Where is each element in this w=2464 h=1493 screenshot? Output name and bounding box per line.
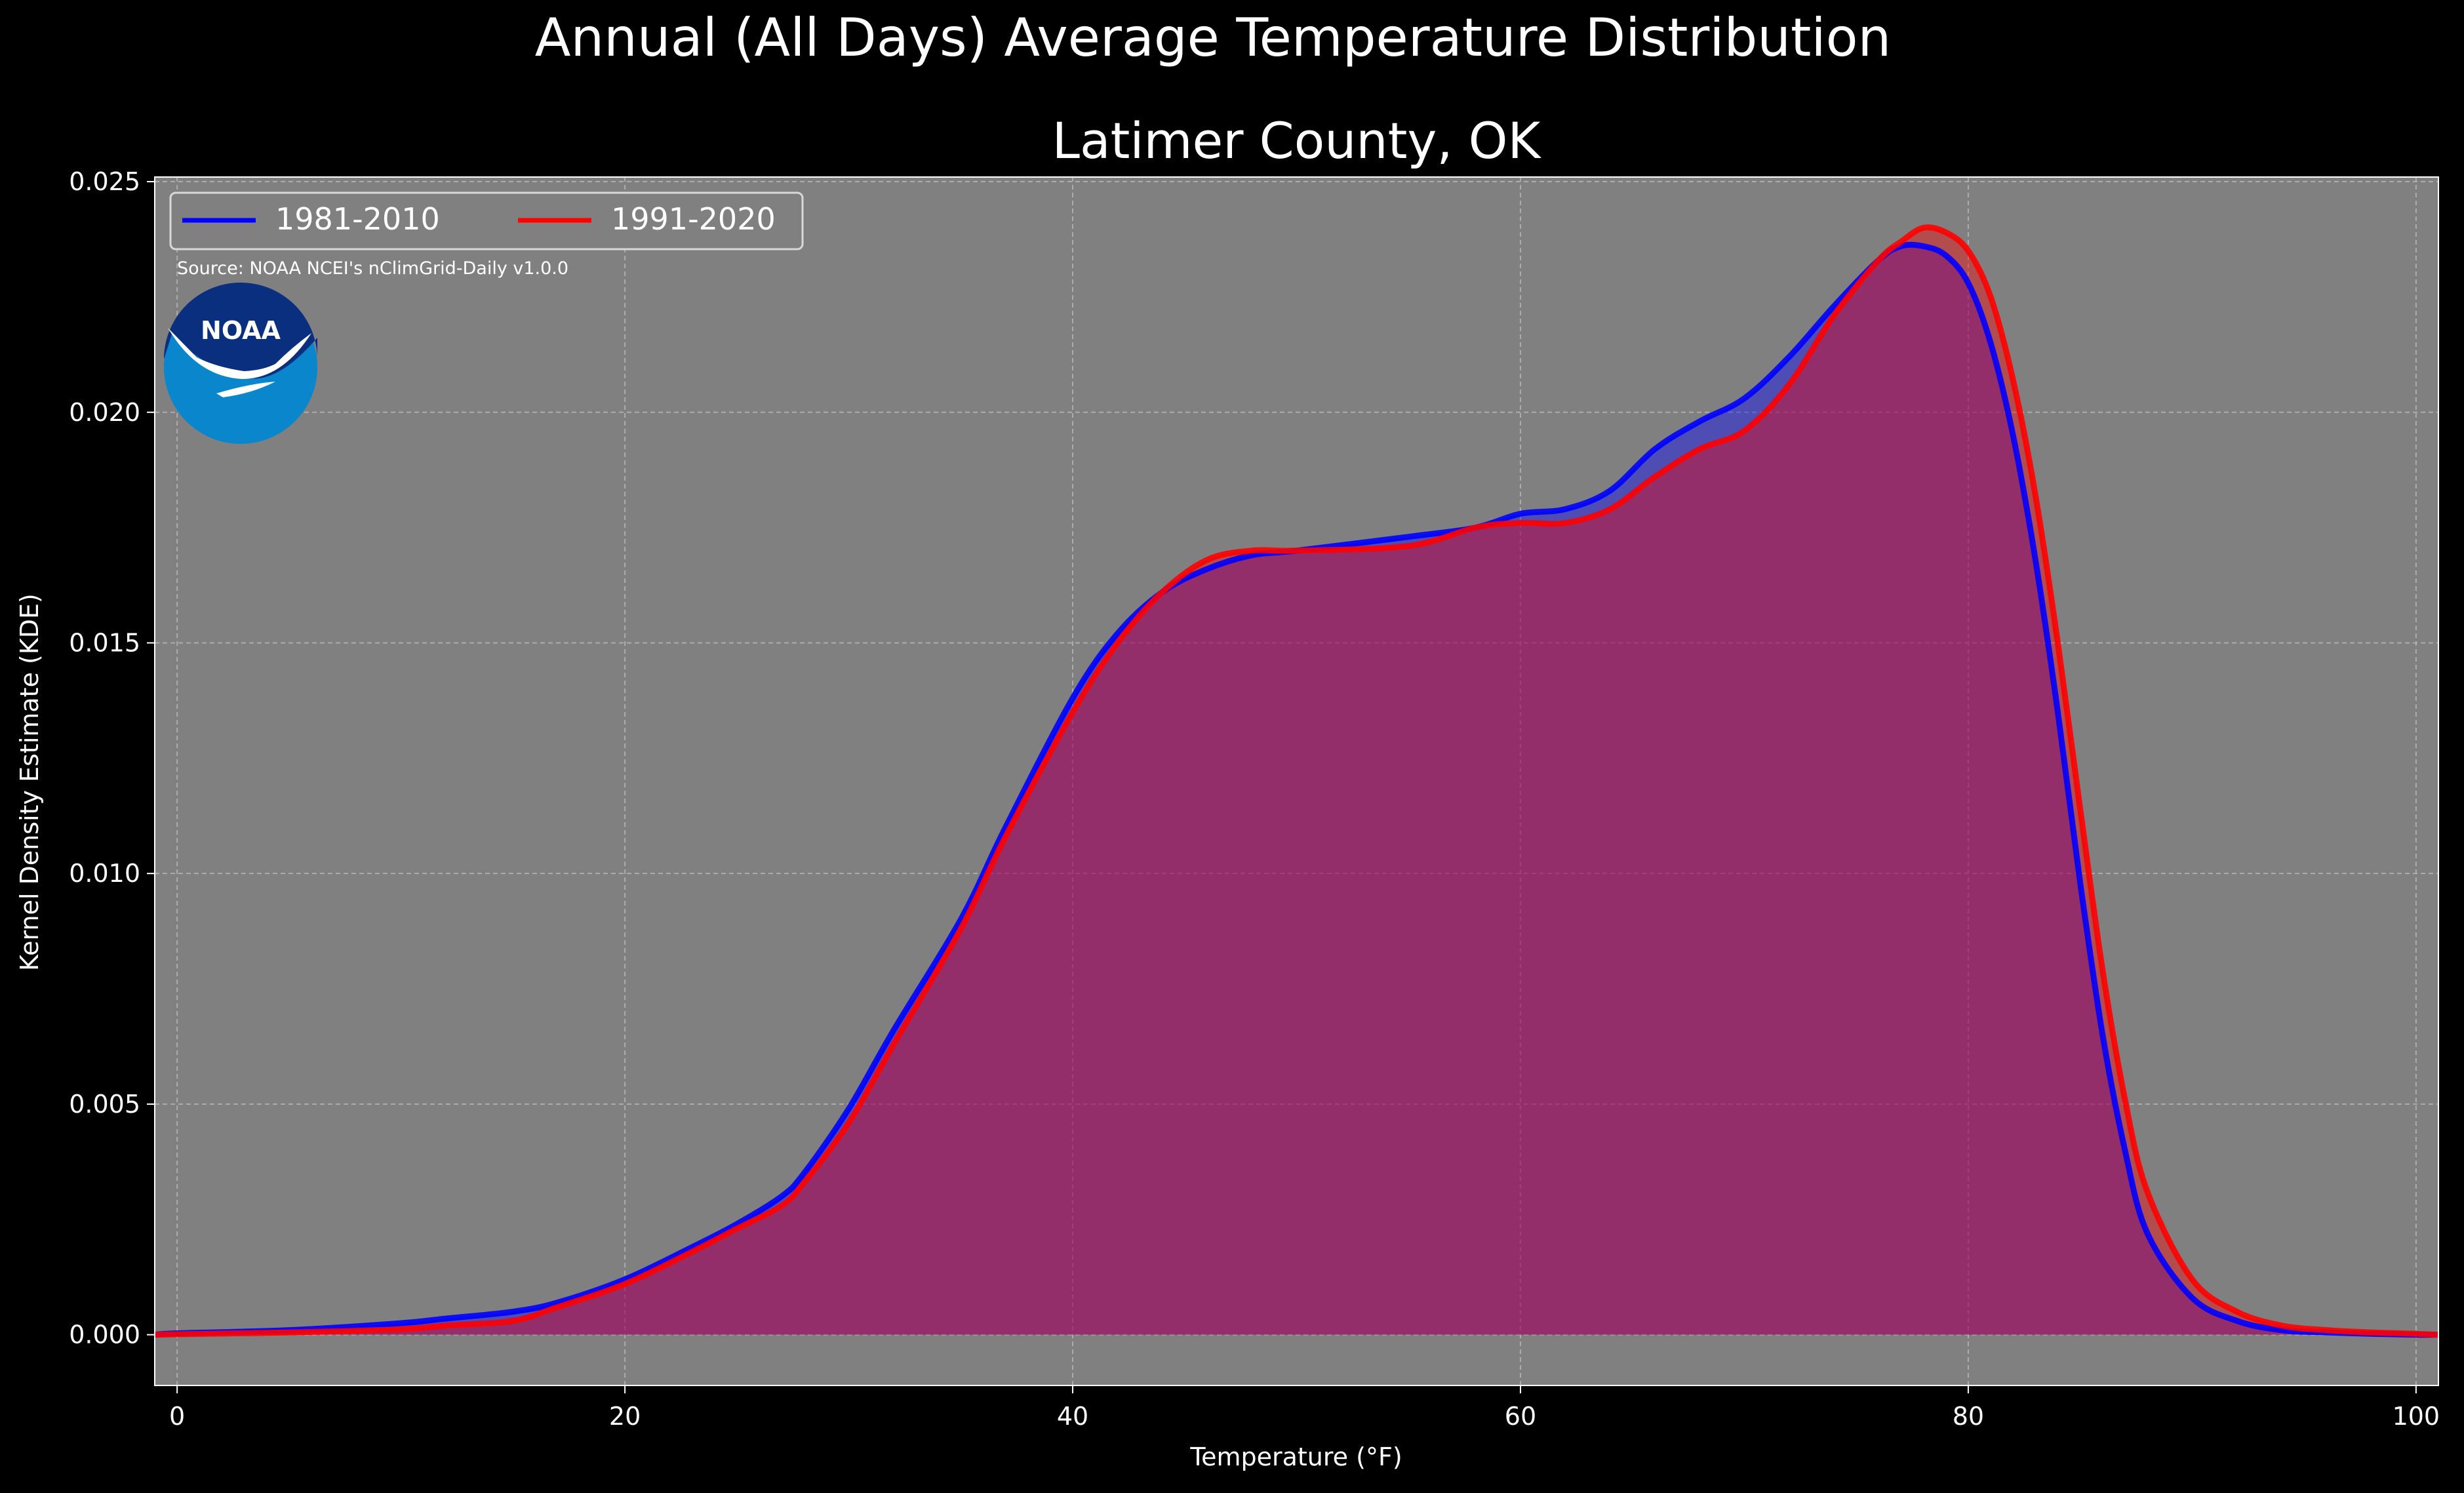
plot-frame	[154, 176, 2439, 1386]
chart-title: Annual (All Days) Average Temperature Di…	[535, 7, 1891, 68]
plot-area	[155, 177, 2438, 1385]
y-tick-label-4: 0.020	[69, 398, 140, 427]
noaa-logo-text: NOAA	[201, 316, 281, 345]
legend-label-1991-2020: 1991-2020	[611, 201, 776, 237]
y-tick-label-0: 0.000	[69, 1321, 140, 1349]
y-axis-ticks: 0.000 0.005 0.010 0.015 0.020 0.025	[69, 167, 155, 1349]
chart-subtitle: Latimer County, OK	[1052, 111, 1542, 170]
source-note: Source: NOAA NCEI's nClimGrid-Daily v1.0…	[177, 258, 568, 279]
legend: 1981-2010 1991-2020	[169, 191, 804, 250]
area-1991-2020	[155, 227, 2438, 1335]
y-tick-label-1: 0.005	[69, 1090, 140, 1119]
area-1981-2010	[155, 245, 2438, 1335]
grid-lines	[155, 177, 2438, 1385]
y-tick-label-3: 0.015	[69, 628, 140, 657]
noaa-logo: NOAA	[164, 283, 317, 444]
y-axis-label: Kernel Density Estimate (KDE)	[15, 593, 44, 971]
y-tick-label-2: 0.010	[69, 859, 140, 888]
x-tick-label-3: 60	[1505, 1402, 1536, 1431]
y-tick-label-5: 0.025	[69, 167, 140, 196]
line-1981-2010	[154, 241, 2439, 1338]
density-areas	[155, 227, 2438, 1335]
x-axis-ticks: 0 20 40 60 80 100	[169, 1385, 2440, 1431]
legend-label-1981-2010: 1981-2010	[275, 201, 440, 237]
x-tick-label-2: 40	[1057, 1402, 1088, 1431]
line-1991-2020	[154, 224, 2439, 1338]
x-axis-label: Temperature (°F)	[1189, 1443, 1402, 1471]
x-tick-label-1: 20	[609, 1402, 641, 1431]
x-tick-label-4: 80	[1953, 1402, 1984, 1431]
x-tick-label-5: 100	[2393, 1402, 2440, 1431]
x-tick-label-0: 0	[169, 1402, 185, 1431]
density-lines	[154, 224, 2439, 1338]
legend-box	[169, 191, 804, 250]
